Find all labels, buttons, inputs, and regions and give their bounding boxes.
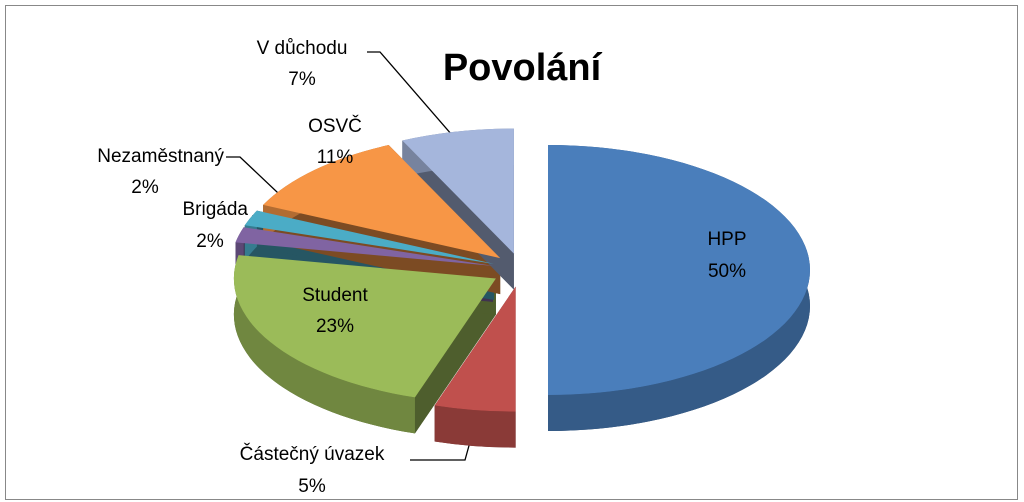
slice	[402, 128, 514, 254]
slice-value-label: 2%	[196, 231, 224, 252]
leader-line	[367, 51, 466, 151]
slice-label: Částečný úvazek	[240, 443, 385, 465]
slice-value-label: 11%	[317, 147, 354, 168]
chart-title: Povolání	[443, 47, 603, 89]
slice-label: Brigáda	[183, 199, 249, 220]
slice	[235, 227, 493, 266]
slice-tops	[233, 128, 810, 412]
slice-value-label: 5%	[298, 476, 326, 497]
leader-line	[410, 441, 471, 461]
slice	[244, 210, 494, 264]
slice-side	[233, 255, 415, 434]
slice-label: Nezaměstnaný	[97, 146, 224, 167]
slice	[233, 255, 496, 398]
slice-side	[434, 405, 516, 448]
leader-line	[226, 156, 297, 211]
slice-value-label: 50%	[708, 261, 746, 282]
slice-label: HPP	[707, 229, 746, 250]
slice	[263, 145, 501, 259]
slice-side	[414, 278, 496, 434]
slice-label: V důchodu	[257, 38, 348, 59]
slice	[434, 286, 516, 412]
slice-value-label: 23%	[316, 316, 354, 337]
slice-value-label: 2%	[131, 177, 159, 198]
slice-label: Student	[302, 285, 368, 306]
slice-value-label: 7%	[288, 69, 316, 90]
slice	[548, 145, 810, 395]
slice-label: OSVČ	[308, 115, 362, 137]
